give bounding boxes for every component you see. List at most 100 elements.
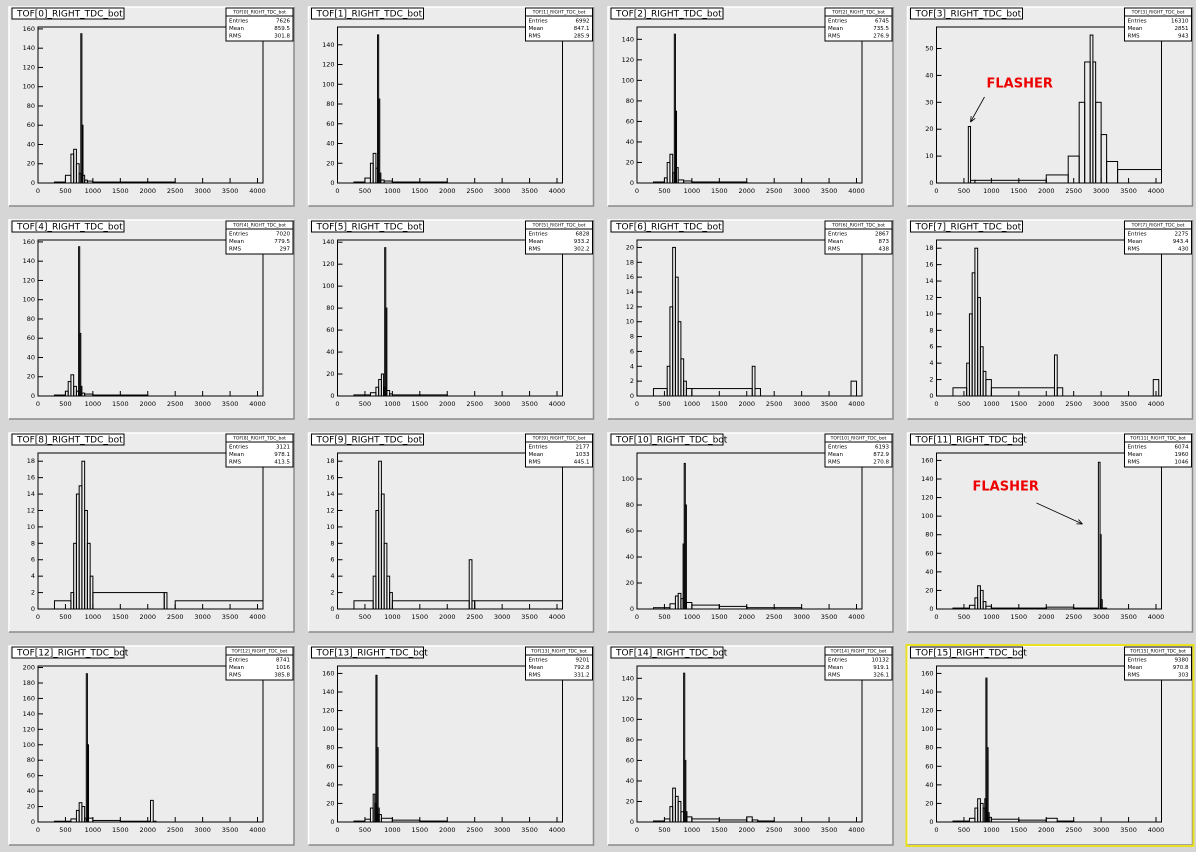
y-tick-label: 12 [626, 303, 634, 311]
pad-bevel-dark [9, 646, 295, 846]
stats-box [824, 220, 893, 255]
histogram-bin [1100, 599, 1103, 610]
pad-bevel-light [906, 432, 1193, 632]
plot-frame [936, 239, 1162, 397]
chart-title: TOF[6]_RIGHT_TDC_bot [615, 223, 722, 233]
histogram-bin [673, 33, 676, 184]
pad-bevel-dark [308, 7, 595, 207]
y-tick-label: 10 [626, 318, 634, 326]
y-tick-label: 14 [925, 277, 933, 285]
pad: 0 20 40 60 80 100 120 140 0 500 1000 1500 2000 2500 30… [307, 6, 595, 207]
stats-label: Entries [1128, 19, 1147, 25]
x-tick-label: 4000 [1148, 826, 1165, 834]
chart-title: TOF[1]_RIGHT_TDC_bot [316, 10, 423, 20]
x-tick-label: 1000 [85, 400, 102, 408]
stats-box [225, 646, 294, 681]
x-tick-label: 1500 [112, 187, 129, 195]
x-tick-label: 3500 [222, 400, 239, 408]
x-tick-label: 2500 [766, 187, 783, 195]
chart-title: TOF[12]_RIGHT_TDC_bot [16, 649, 129, 659]
y-tick-label: 4 [330, 572, 334, 580]
stats-box [225, 220, 294, 255]
y-tick-label: 0 [929, 818, 933, 826]
y-tick-label: 0 [630, 179, 634, 187]
x-tick-label: 500 [359, 187, 371, 195]
histogram-bin [1099, 534, 1102, 610]
stats-value: 10132 [872, 658, 890, 664]
stats-label: Mean [529, 239, 544, 245]
x-tick-label: 0 [335, 187, 339, 195]
stats-value: 7626 [276, 19, 290, 25]
stats-name: TOF[13]_RIGHT_TDC_bot [530, 649, 587, 655]
histogram-bin [386, 390, 391, 397]
chart-title: TOF[15]_RIGHT_TDC_bot [915, 649, 1028, 659]
stats-value: 6745 [875, 19, 889, 25]
title-box [610, 220, 724, 233]
histogram-bin [81, 124, 84, 184]
stats-value: 326.1 [873, 673, 889, 679]
y-tick-label: 12 [27, 506, 35, 514]
pad-bevel-dark [907, 433, 1194, 633]
y-tick-label: 80 [326, 100, 334, 108]
y-tick-label: 0 [31, 605, 35, 613]
histogram-bin [53, 181, 66, 184]
x-tick-label: 0 [635, 826, 639, 834]
stats-value: 847.1 [574, 26, 590, 32]
y-tick-label: 6 [630, 347, 634, 355]
histogram-bin [385, 307, 388, 397]
histogram-bin [119, 181, 149, 184]
stats-box [824, 7, 893, 42]
y-tick-label: 40 [326, 781, 334, 789]
histogram-bin [754, 388, 761, 397]
stats-name: TOF[3]_RIGHT_TDC_bot [1131, 10, 1185, 16]
pad-bevel-dark [308, 646, 595, 846]
stats-value: 7020 [276, 232, 290, 238]
y-tick-label: 18 [326, 457, 334, 465]
y-tick-label: 140 [23, 710, 35, 718]
y-tick-label: 100 [921, 512, 933, 520]
stats-value: 9380 [1175, 658, 1189, 664]
histogram-bin [119, 820, 151, 823]
x-tick-label: 1500 [1011, 187, 1028, 195]
pad-bevel-dark [608, 7, 894, 207]
y-tick-label: 0 [929, 605, 933, 613]
histogram-bin [119, 394, 149, 397]
stats-label: RMS [529, 247, 542, 253]
y-tick-label: 10 [27, 523, 35, 531]
histogram-bin [952, 820, 970, 823]
stats-value: 6828 [576, 232, 590, 238]
plot-frame [936, 665, 1162, 823]
y-tick-label: 2 [929, 376, 933, 384]
stats-name: TOF[15]_RIGHT_TDC_bot [1129, 649, 1186, 655]
x-tick-label: 3500 [1120, 826, 1137, 834]
histogram-bin [80, 385, 83, 397]
histogram-bin [674, 110, 678, 184]
y-tick-label: 60 [626, 117, 634, 125]
histogram-bin [683, 672, 686, 823]
x-tick-label: 2500 [1065, 400, 1082, 408]
x-tick-label: 0 [635, 400, 639, 408]
pad-bevel-light [906, 6, 1193, 206]
x-tick-label: 2000 [1038, 400, 1055, 408]
x-tick-label: 2000 [439, 187, 456, 195]
stats-name: TOF[5]_RIGHT_TDC_bot [532, 223, 586, 229]
annotation: FLASHER [987, 77, 1053, 92]
y-tick-label: 120 [921, 494, 933, 502]
x-tick-label: 3000 [1093, 826, 1110, 834]
y-tick-label: 60 [27, 772, 35, 780]
x-tick-label: 4000 [249, 400, 266, 408]
x-tick-label: 1500 [112, 400, 129, 408]
y-tick-label: 50 [925, 45, 933, 53]
histogram-bin [684, 759, 687, 823]
stats-label: Mean [828, 26, 843, 32]
stats-value: 933.2 [574, 239, 590, 245]
stats-label: Entries [529, 445, 548, 451]
stats-value: 792.8 [574, 665, 590, 671]
stats-label: Mean [229, 26, 244, 32]
y-tick-label: 100 [322, 725, 334, 733]
x-tick-label: 500 [658, 826, 670, 834]
pad: 0 2 4 6 8 10 12 14 16 18 0 500 1000 1500 2000 2500 3000 3… [8, 432, 295, 633]
y-tick-label: 140 [921, 688, 933, 696]
